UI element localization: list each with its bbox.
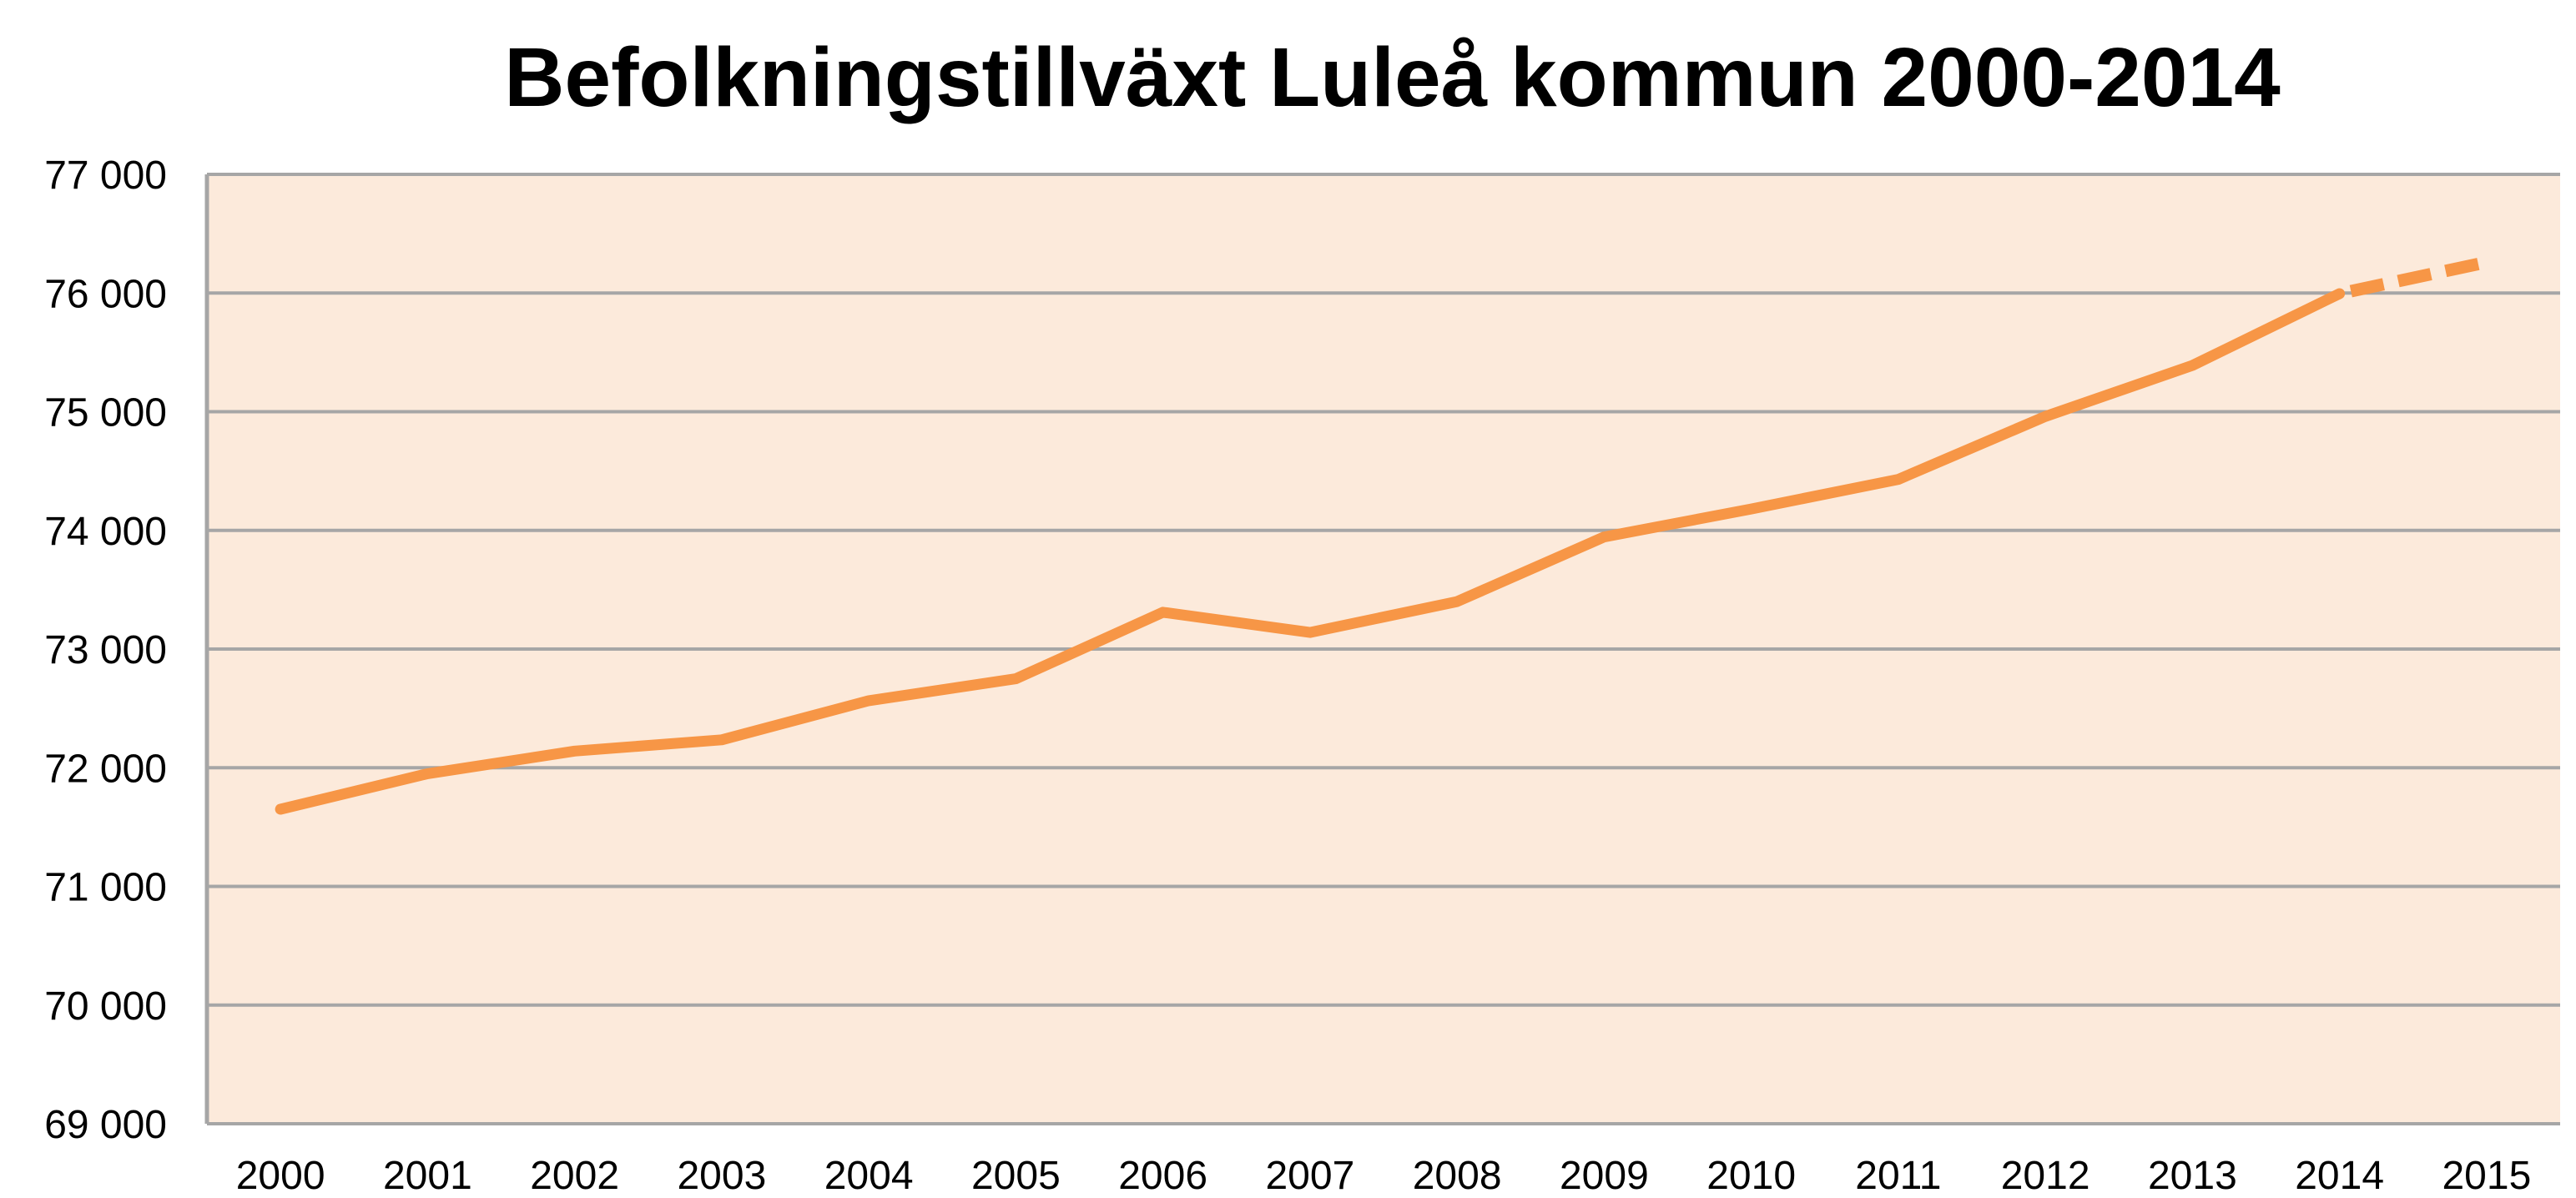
y-tick-label: 73 000 (44, 628, 167, 672)
y-tick-label: 71 000 (44, 866, 167, 910)
chart-title: Befolkningstillväxt Luleå kommun 2000-20… (504, 31, 2281, 124)
x-tick-label: 2002 (530, 1154, 619, 1198)
x-tick-label: 2003 (677, 1154, 766, 1198)
x-tick-label: 2009 (1560, 1154, 1649, 1198)
y-axis-labels: 69 000 70 000 71 000 72 000 73 000 74 000 75 0… (44, 154, 167, 1147)
y-tick-label: 75 000 (44, 391, 167, 435)
population-line (275, 288, 2346, 815)
y-tick-label: 77 000 (44, 154, 167, 198)
x-tick-label: 2005 (971, 1154, 1061, 1198)
x-tick-label: 2000 (236, 1154, 325, 1198)
gridlines (207, 173, 2560, 1125)
x-tick-label: 2011 (1855, 1154, 1941, 1198)
x-axis-labels: 2000 2001 2002 2003 2004 2005 2006 2007 2008 2009… (236, 1154, 2532, 1198)
x-tick-label: 2015 (2442, 1154, 2531, 1198)
x-tick-label: 2010 (1706, 1154, 1796, 1198)
x-tick-label: 2007 (1265, 1154, 1354, 1198)
x-tick-label: 2006 (1118, 1154, 1207, 1198)
x-tick-label: 2013 (2148, 1154, 2237, 1198)
x-tick-label: 2014 (2295, 1154, 2384, 1198)
y-tick-label: 69 000 (44, 1103, 167, 1147)
y-tick-label: 72 000 (44, 747, 167, 791)
x-tick-label: 2004 (824, 1154, 914, 1198)
y-tick-label: 76 000 (44, 272, 167, 316)
x-tick-label: 2008 (1413, 1154, 1502, 1198)
y-tick-label: 74 000 (44, 510, 167, 554)
y-tick-label: 70 000 (44, 984, 167, 1029)
x-tick-label: 2001 (383, 1154, 472, 1198)
population-projection-line (2338, 255, 2488, 300)
x-tick-label: 2012 (2001, 1154, 2090, 1198)
